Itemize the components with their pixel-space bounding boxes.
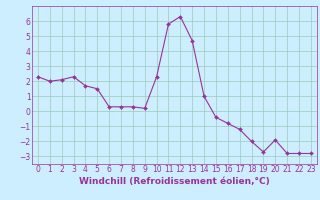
X-axis label: Windchill (Refroidissement éolien,°C): Windchill (Refroidissement éolien,°C) xyxy=(79,177,270,186)
